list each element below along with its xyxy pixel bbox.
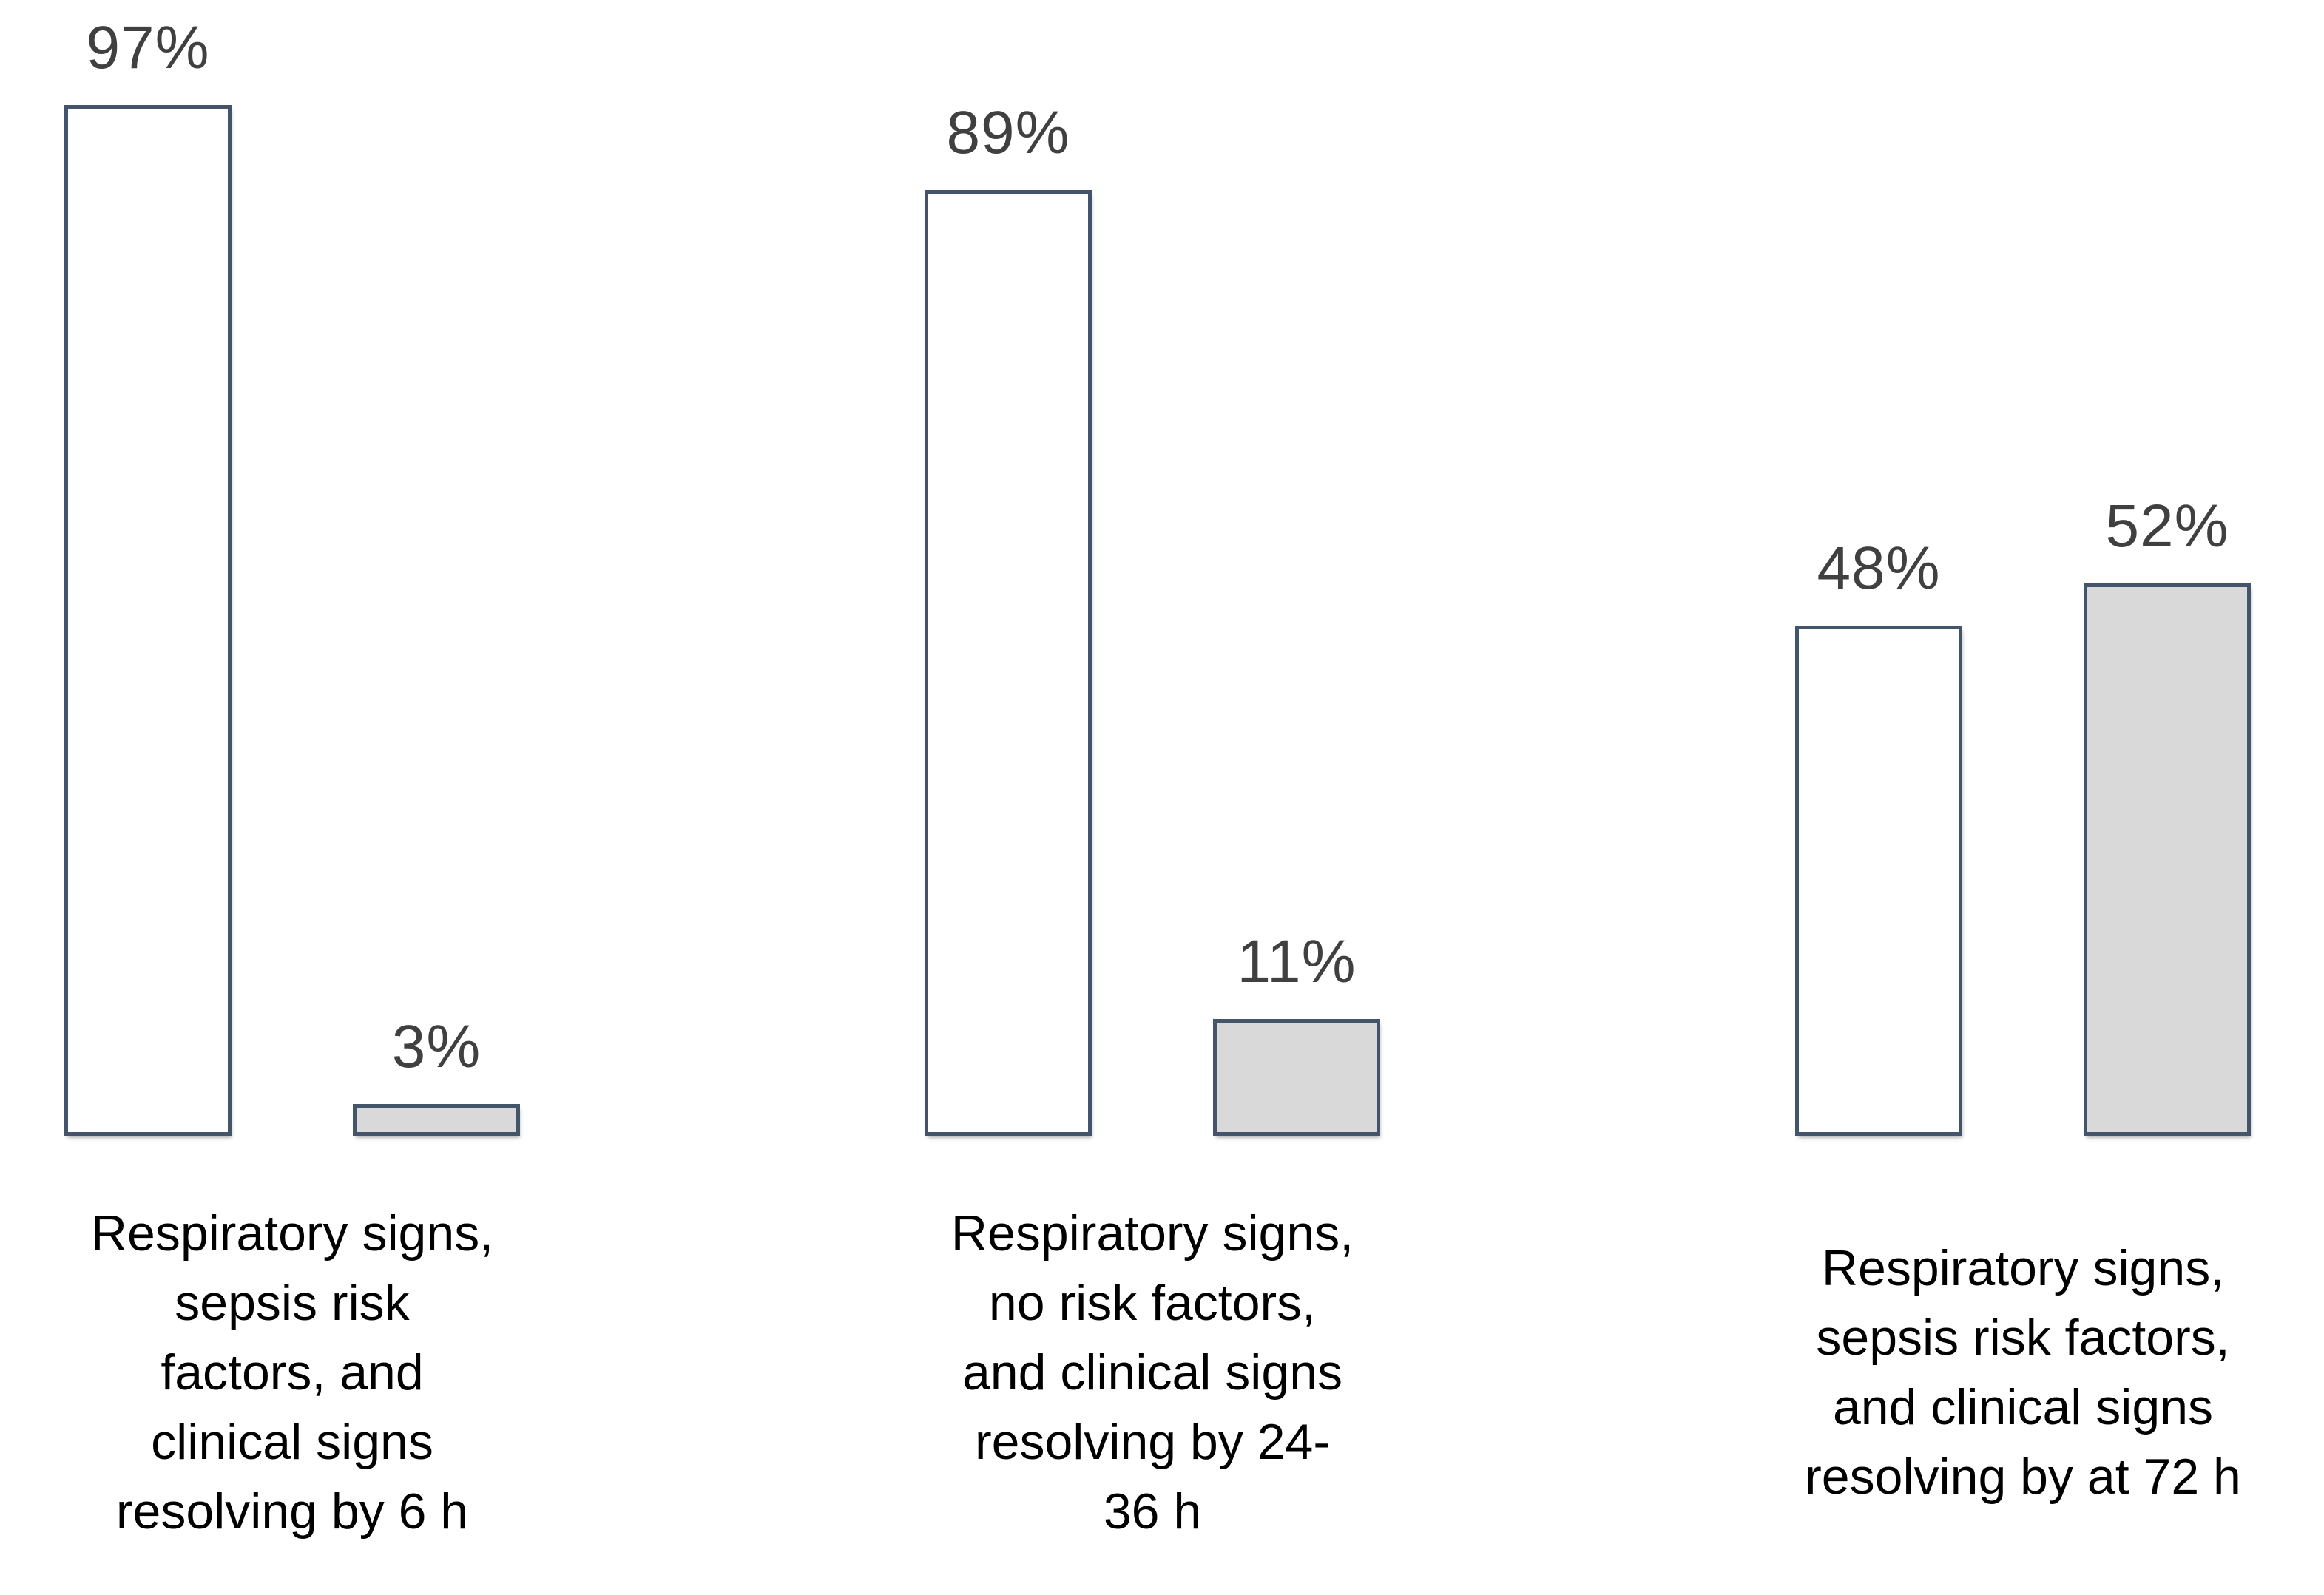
category-label-group-2: Respiratory signs, no risk factors, and …: [950, 1205, 1354, 1540]
category-label-group-3: Respiratory signs, sepsis risk factors, …: [1805, 1240, 2241, 1505]
bar-value-label: 52%: [2105, 492, 2229, 560]
bar-white-group-1: [64, 105, 232, 1136]
bar-gray-group-1: [353, 1104, 520, 1136]
bar-value-label: 3%: [391, 1013, 482, 1080]
bar-white-group-2: [925, 190, 1092, 1136]
bar-value-label: 48%: [1817, 535, 1941, 602]
category-label-group-1: Respiratory signs, sepsis risk factors, …: [90, 1205, 494, 1540]
bar-value-label: 89%: [946, 99, 1070, 166]
bar-gray-group-2: [1213, 1019, 1380, 1136]
bar-value-label: 11%: [1237, 928, 1357, 995]
bar-white-group-3: [1795, 626, 1962, 1136]
bar-gray-group-3: [2084, 583, 2251, 1136]
bar-value-label: 97%: [86, 14, 210, 81]
